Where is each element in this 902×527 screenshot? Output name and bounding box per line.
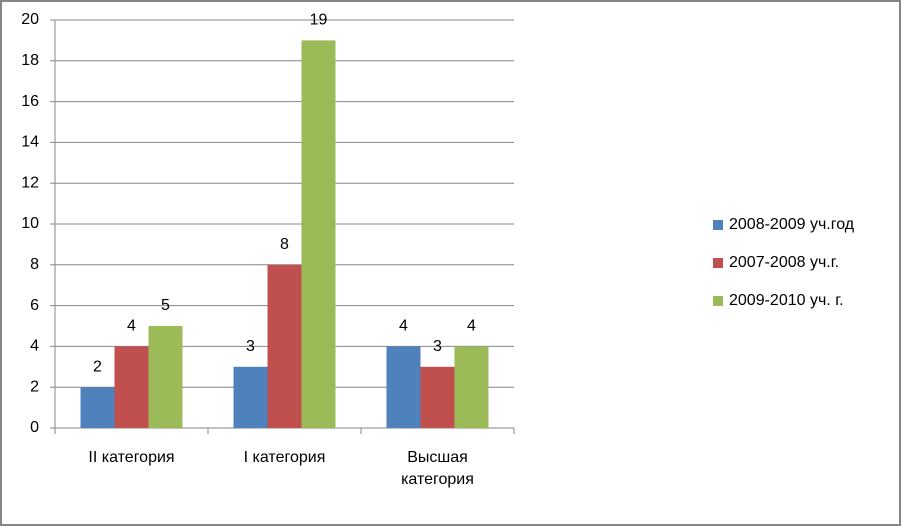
bar (420, 366, 455, 428)
data-label: 4 (467, 318, 476, 335)
y-tick-label: 4 (30, 338, 39, 355)
bar (148, 326, 183, 428)
bar (386, 346, 421, 428)
y-tick-label: 20 (21, 11, 39, 28)
legend-label: 2009-2010 уч. г. (729, 292, 844, 309)
x-tick-label: I категория (244, 449, 326, 466)
x-tick-label: Высшая категория (401, 449, 474, 488)
y-tick-label: 18 (21, 52, 39, 69)
data-label: 4 (127, 318, 136, 335)
data-label: 2 (93, 358, 102, 375)
bar (267, 264, 302, 428)
data-label: 8 (280, 236, 289, 253)
legend-label: 2008-2009 уч.год (729, 216, 855, 233)
bar (114, 346, 149, 428)
y-tick-label: 12 (21, 174, 39, 191)
legend-label: 2007-2008 уч.г. (729, 254, 839, 271)
legend-swatch (713, 258, 723, 268)
bar (454, 346, 489, 428)
data-label: 3 (246, 338, 255, 355)
y-tick-label: 16 (21, 93, 39, 110)
y-tick-label: 14 (21, 134, 39, 151)
y-tick-label: 2 (30, 378, 39, 395)
y-tick-label: 8 (30, 256, 39, 273)
x-tick-label: II категория (88, 449, 174, 466)
legend-swatch (713, 296, 723, 306)
bar (301, 40, 336, 429)
bar (233, 366, 268, 428)
bar (80, 387, 115, 428)
y-tick-label: 10 (21, 215, 39, 232)
data-label: 3 (433, 338, 442, 355)
data-label: 19 (310, 12, 328, 29)
data-label: 5 (161, 297, 170, 314)
legend-swatch (713, 220, 723, 230)
data-label: 4 (399, 318, 408, 335)
y-tick-label: 0 (30, 419, 39, 436)
y-tick-label: 6 (30, 297, 39, 314)
